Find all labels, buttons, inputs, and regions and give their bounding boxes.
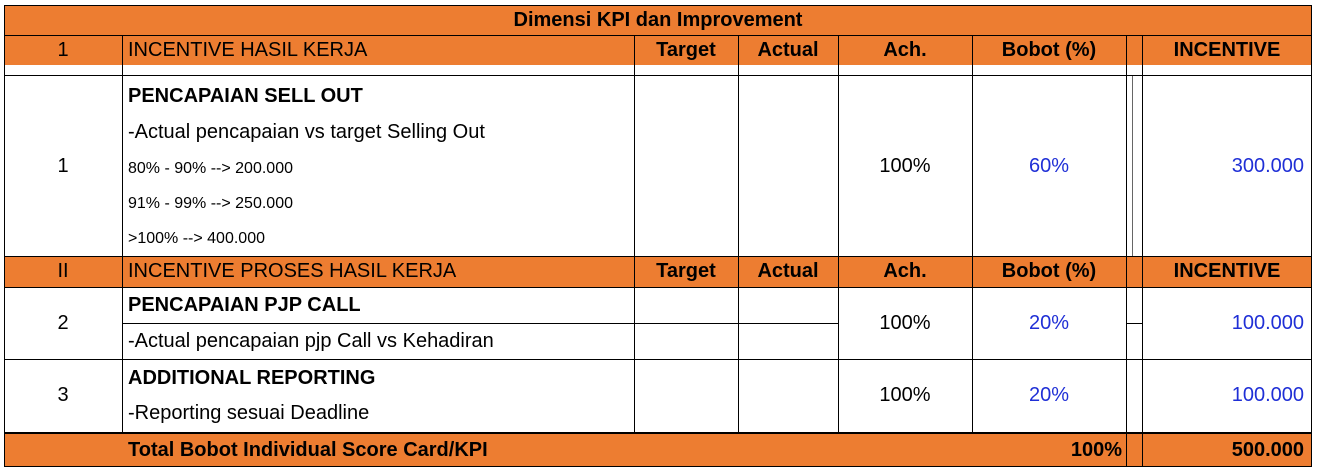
incentive-value: 100.000 <box>1231 311 1304 334</box>
grid-line <box>972 35 973 433</box>
grid-line <box>4 75 1312 76</box>
grid-line <box>4 287 1312 288</box>
total-incentive: 500.000 <box>1142 433 1312 467</box>
bobot-value: 20% <box>1028 311 1070 334</box>
ach-value: 100% <box>879 154 931 177</box>
item-number: 1 <box>57 154 69 177</box>
grid-line <box>1132 76 1133 256</box>
grid-line <box>1311 5 1312 467</box>
grid-line <box>4 359 1312 360</box>
col-header-target: Target <box>634 35 738 65</box>
grid-line <box>4 5 5 467</box>
kpi-table: Dimensi KPI dan Improvement 1 INCENTIVE … <box>4 5 1312 467</box>
bobot-value: 20% <box>1028 383 1070 406</box>
col-header-bobot: Bobot (%) <box>972 256 1126 287</box>
item-desc: -Actual pencapaian pjp Call vs Kehadiran <box>128 329 494 352</box>
grid-line <box>4 35 1312 36</box>
tier-line: >100% --> 400.000 <box>128 230 265 247</box>
spacer-cell <box>1126 256 1142 287</box>
item-desc: -Reporting sesuai Deadline <box>128 401 370 424</box>
total-label: Total Bobot Individual Score Card/KPI <box>122 433 972 467</box>
grid-line <box>738 35 739 433</box>
total-bobot: 100% <box>972 433 1126 467</box>
ach-value: 100% <box>879 383 931 406</box>
col-header-bobot: Bobot (%) <box>972 35 1126 65</box>
item-number: 3 <box>57 383 69 406</box>
grid-line <box>4 432 1312 434</box>
section-label: INCENTIVE PROSES HASIL KERJA <box>122 256 634 287</box>
spacer-cell <box>1126 433 1142 467</box>
item-desc: -Actual pencapaian vs target Selling Out <box>128 120 485 143</box>
section-number: II <box>4 256 122 287</box>
col-header-target: Target <box>634 256 738 287</box>
grid-line <box>4 466 1312 467</box>
bobot-value: 60% <box>1028 154 1070 177</box>
section-number: 1 <box>4 35 122 65</box>
col-header-actual: Actual <box>738 35 838 65</box>
col-header-ach: Ach. <box>838 256 972 287</box>
total-blank <box>4 433 122 467</box>
grid-line <box>122 35 123 433</box>
section-label: INCENTIVE HASIL KERJA <box>122 35 634 65</box>
spacer-cell <box>1126 35 1142 65</box>
grid-line <box>1126 323 1142 324</box>
grid-line <box>1126 35 1127 467</box>
item-number: 2 <box>57 311 69 334</box>
col-header-actual: Actual <box>738 256 838 287</box>
item-title: PENCAPAIAN SELL OUT <box>128 84 363 107</box>
ach-value: 100% <box>879 311 931 334</box>
tier-line: 80% - 90% --> 200.000 <box>128 160 293 177</box>
col-header-ach: Ach. <box>838 35 972 65</box>
table-title: Dimensi KPI dan Improvement <box>4 5 1312 35</box>
tier-line: 91% - 99% --> 250.000 <box>128 195 293 212</box>
incentive-value: 300.000 <box>1231 154 1304 177</box>
col-header-incentive: INCENTIVE <box>1142 35 1312 65</box>
grid-line <box>4 256 1312 257</box>
col-header-incentive: INCENTIVE <box>1142 256 1312 287</box>
item-description-block: PENCAPAIAN SELL OUT -Actual pencapaian v… <box>122 76 634 256</box>
grid-line <box>1142 35 1143 467</box>
grid-line <box>634 35 635 433</box>
grid-line <box>4 5 1312 6</box>
item-title: ADDITIONAL REPORTING <box>128 366 376 389</box>
grid-line <box>122 323 838 324</box>
grid-line <box>838 35 839 433</box>
item-title: PENCAPAIAN PJP CALL <box>128 293 361 316</box>
incentive-value: 100.000 <box>1231 383 1304 406</box>
